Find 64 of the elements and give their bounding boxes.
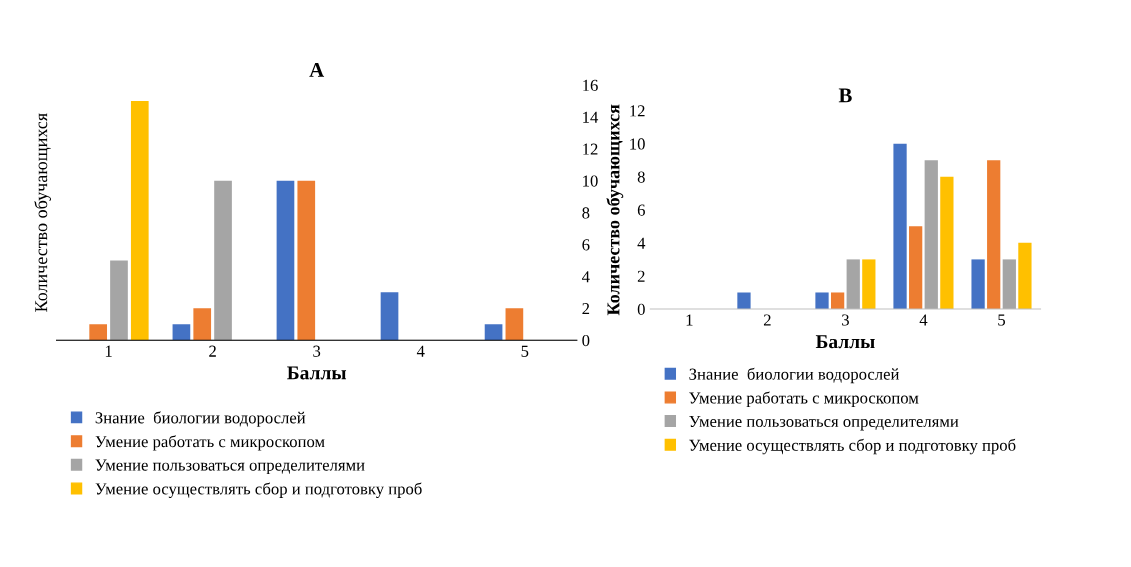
bar [1018,242,1032,310]
y2-tick-label: 4 [582,271,590,283]
bar [893,143,907,310]
y2-tick-label: 12 [583,143,598,155]
y-tick-label: 2 [637,270,645,282]
y-tick-label: 12 [630,105,645,117]
x-tick-label: 2 [763,314,771,326]
y2-tick-label: 8 [582,207,590,219]
x-tick-label: 3 [313,345,321,357]
legend-label: Умение пользоваться определителями [95,459,365,475]
bar [297,180,316,341]
chart-title: B [838,88,852,103]
bar [214,180,232,341]
y-tick-label: 0 [637,303,645,315]
y-tick-label: 4 [637,237,646,249]
x-tick-label: 5 [998,314,1006,326]
x-tick-label: 4 [416,345,425,357]
bar [830,292,845,310]
bar [815,292,829,310]
legend-label: Умение осуществлять сбор и подготовку проб [689,438,1016,455]
bar [924,160,938,310]
y-tick-label: 6 [637,204,645,216]
chart-title: A [309,62,325,77]
bar [737,292,751,310]
bar [862,259,876,310]
y2-tick-label: 14 [583,111,599,123]
x-tick-label: 4 [919,314,928,326]
y2-tick-label: 16 [583,79,598,91]
bar [484,324,503,341]
bar [971,259,985,310]
legend-label: Умение работать с микроскопом [689,391,919,407]
x-axis-title: Баллы [287,366,347,380]
x-tick-label: 3 [842,314,849,326]
legend-label: Умение пользоваться определителями [689,415,959,431]
legend-label: Знание биологии водорослей [95,411,306,427]
bar [276,180,295,341]
legend-label: Знание биологии водорослей [689,367,900,384]
bar [89,324,108,341]
bar [172,324,191,341]
bar [130,101,149,341]
y-tick-label: 10 [630,138,645,150]
bar [1002,259,1016,310]
bar [940,176,954,310]
x-axis-title: Баллы [815,335,875,349]
y-tick-label: 8 [637,171,645,183]
bar [380,292,399,341]
y2-tick-label: 6 [582,239,590,251]
x-tick-label: 5 [521,345,529,357]
y-axis-title: Количество обучающихся [606,104,624,316]
x-tick-label: 1 [105,345,112,357]
bar [193,308,212,341]
bar [987,160,1001,310]
bar [909,226,923,310]
x-tick-label: 1 [686,314,693,326]
y-axis-title: Количество обучающихся [34,113,51,312]
y2-tick-label: 2 [582,303,590,315]
legend-label: Умение работать с микроскопом [95,435,325,451]
y2-tick-label: 10 [583,175,598,187]
bar [110,260,128,341]
x-tick-label: 2 [209,345,216,357]
legend-label: Умение осуществлять сбор и подготовку проб [95,482,422,498]
y2-tick-label: 0 [582,334,590,347]
bar [846,259,860,310]
bar [505,308,524,341]
